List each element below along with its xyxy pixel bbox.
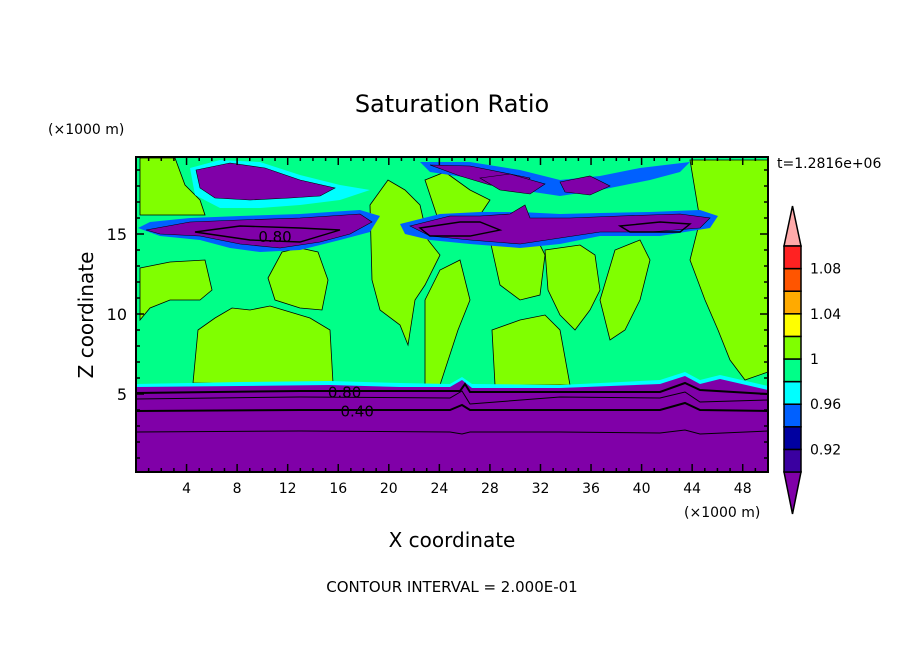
colorbar-swatch: [783, 290, 802, 315]
colorbar-swatch: [783, 426, 802, 451]
contour-label: 0.80: [258, 228, 291, 246]
y-tick-label: 15: [107, 225, 127, 244]
chart-title: Saturation Ratio: [355, 90, 549, 118]
x-tick-label: 40: [633, 481, 651, 497]
fill-purple-lower-region: [136, 376, 768, 472]
fill-purple-region: [409, 204, 711, 245]
x-tick-label: 44: [683, 481, 701, 497]
x-axis-label: X coordinate: [389, 528, 516, 552]
contour-line: [617, 221, 692, 233]
colorbar-min-arrow: [783, 471, 802, 515]
fill-purple-region: [479, 173, 546, 195]
time-label: t=1.2816e+06: [777, 156, 881, 172]
colorbar-swatch: [783, 267, 802, 292]
x-tick-label: 20: [380, 481, 398, 497]
colorbar-swatch: [783, 403, 802, 428]
y-tick-label: 5: [117, 385, 127, 404]
x-tick-label: 8: [233, 481, 242, 497]
contour-line: [136, 429, 768, 435]
y-unit-label: (×1000 m): [48, 122, 124, 138]
contour-line: [136, 390, 768, 405]
fill-purple-region: [145, 213, 373, 249]
colorbar-tick-label: 1: [810, 352, 819, 368]
colorbar-tick-label: 0.96: [810, 397, 841, 413]
x-tick-label: 4: [182, 481, 191, 497]
fill-lime-region: [599, 239, 651, 341]
contour-interval-footer: CONTOUR INTERVAL = 2.000E-01: [326, 578, 577, 596]
fill-lime-region: [192, 305, 334, 384]
y-tick-label: 10: [107, 305, 127, 324]
contour-label: 0.80: [328, 383, 361, 401]
x-tick-label: 32: [532, 481, 550, 497]
x-tick-label: 16: [329, 481, 347, 497]
fill-lime-region: [544, 244, 601, 331]
fill-lime-region: [267, 247, 329, 311]
colorbar-max-arrow: [783, 205, 802, 247]
colorbar-swatch: [783, 335, 802, 360]
x-tick-label: 28: [481, 481, 499, 497]
contour-line: [418, 221, 503, 237]
colorbar-swatch: [783, 313, 802, 338]
colorbar-swatch: [783, 448, 802, 473]
colorbar-swatch: [783, 245, 802, 270]
contour-label: 0.40: [340, 403, 373, 421]
x-tick-label: 12: [279, 481, 297, 497]
fill-lime-region: [139, 259, 213, 322]
colorbar-tick-label: 1.04: [810, 307, 841, 323]
x-tick-label: 24: [430, 481, 448, 497]
fill-purple-region: [195, 162, 336, 201]
fill-purple-region: [559, 175, 611, 196]
y-axis-label: Z coordinate: [74, 252, 98, 379]
colorbar-swatch: [783, 358, 802, 383]
colorbar: 0.92 0.96 1 1.04 1.08: [783, 205, 841, 515]
contour-line: [136, 401, 768, 412]
x-tick-label: 48: [734, 481, 752, 497]
colorbar-tick-label: 1.08: [810, 262, 841, 278]
x-tick-label: 36: [582, 481, 600, 497]
colorbar-tick-label: 0.92: [810, 442, 841, 458]
colorbar-swatch: [783, 380, 802, 405]
contour-line: [194, 225, 341, 243]
x-unit-label: (×1000 m): [684, 505, 760, 521]
contour-line: [136, 381, 768, 395]
